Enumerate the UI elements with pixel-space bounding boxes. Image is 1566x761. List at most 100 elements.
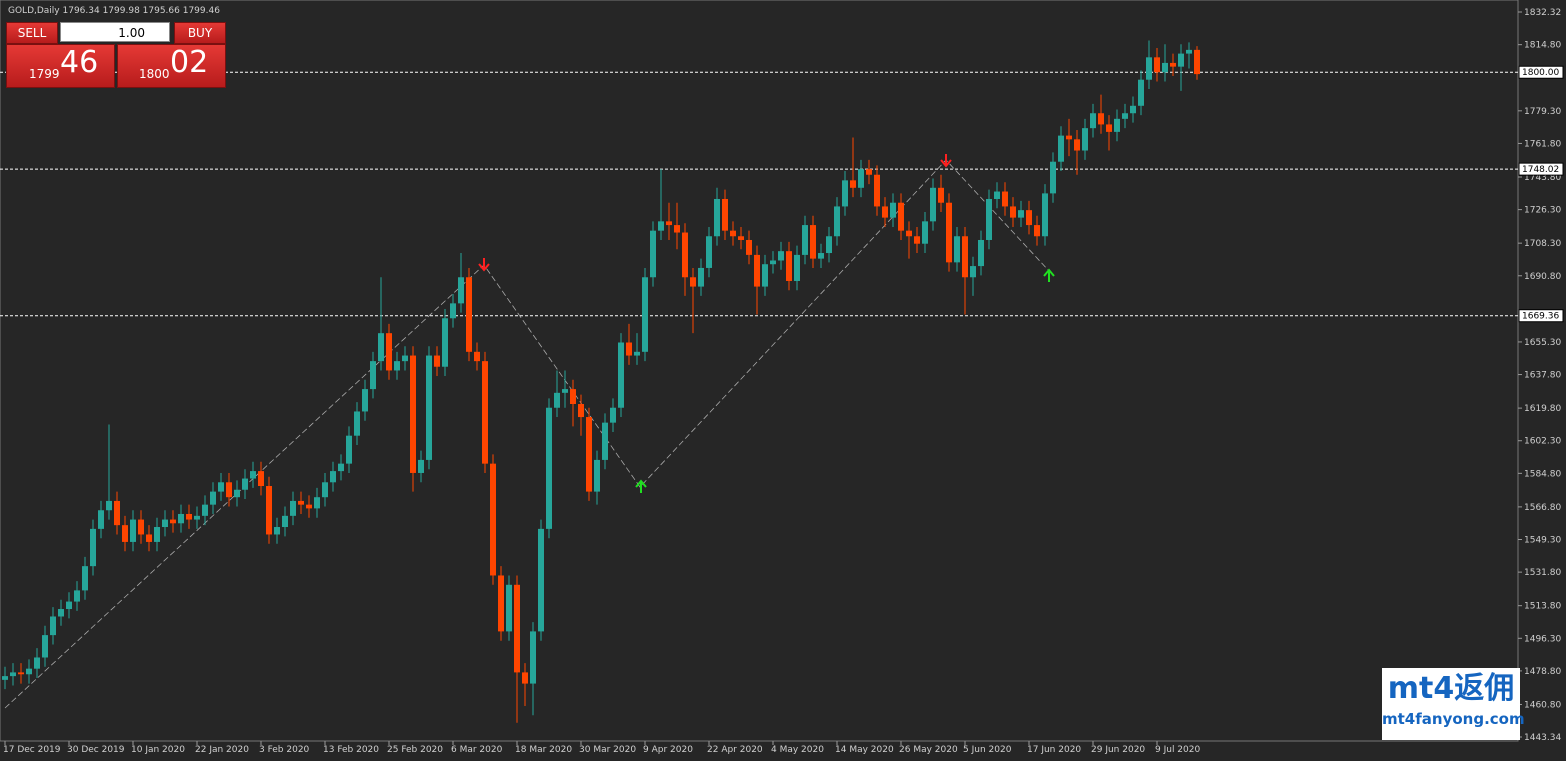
x-tick-label: 22 Apr 2020 [707,745,763,755]
candle-body [2,676,8,680]
candle-body [250,471,256,479]
buy-button[interactable]: BUY [174,22,226,44]
candle-body [1066,135,1072,140]
candle-body [954,236,960,263]
buy-arrow [1043,268,1055,282]
candle-body [1002,191,1008,207]
candle-body [826,236,832,254]
candle-body [258,471,264,487]
x-tick-label: 17 Dec 2019 [3,745,61,755]
symbol-info: GOLD,Daily 1796.34 1799.98 1795.66 1799.… [8,6,220,16]
candle-body [514,584,520,673]
candle-body [210,491,216,505]
candle-body [546,407,552,529]
candle-body [18,672,24,675]
candle-body [914,236,920,244]
x-tick-label: 30 Dec 2019 [67,745,125,755]
candle-body [170,519,176,524]
candle-body [378,333,384,362]
buy-arrow [635,479,647,493]
candle-body [978,239,984,267]
candle-body [202,504,208,516]
y-tick-label: 1761.80 [1524,139,1561,149]
y-tick-label: 1637.80 [1524,371,1561,381]
sell-price[interactable]: 1799 46 [6,44,115,88]
candle-body [666,221,672,226]
trade-panel: SELL 1.00 BUY 1799 46 1800 02 [6,22,226,88]
y-tick-label: 1743.80 [1524,173,1561,183]
candle-body [506,584,512,632]
candle-body [554,392,560,408]
sell-big: 46 [60,45,99,80]
candle-body [274,527,280,535]
candle-body [930,187,936,222]
candle-body [130,519,136,542]
candle-body [242,478,248,490]
candle-body [730,230,736,237]
y-tick-label: 1814.80 [1524,41,1561,51]
candle-body [834,206,840,237]
y-tick-label: 1832.32 [1524,8,1561,18]
lot-input[interactable]: 1.00 [60,22,170,42]
y-tick-label: 1443.34 [1524,733,1561,743]
x-tick-label: 17 Jun 2020 [1027,745,1081,755]
candle-body [154,527,160,542]
candle-body [1162,62,1168,73]
candle-body [994,191,1000,199]
candle-body [370,361,376,390]
candle-body [562,389,568,393]
candle-body [1178,53,1184,67]
candle-body [1010,206,1016,218]
candle-body [938,187,944,203]
candle-body [850,180,856,188]
candle-body [82,566,88,591]
candle-body [362,389,368,412]
candle-body [690,277,696,287]
candle-body [1042,193,1048,237]
candle-body [442,318,448,367]
candle-body [418,459,424,473]
candle-body [530,631,536,684]
candle-body [402,355,408,362]
candle-body [770,260,776,265]
candle-body [738,236,744,240]
candle-body [474,351,480,362]
candle-body [10,672,16,677]
candle-body [762,264,768,287]
x-tick-label: 14 May 2020 [835,745,894,755]
candle-body [1186,49,1192,54]
candle-body [386,333,392,371]
y-tick-label: 1602.30 [1524,437,1561,447]
candle-body [42,635,48,658]
plot-frame [0,0,1519,742]
y-tick-label: 1496.30 [1524,634,1561,644]
candle-body [66,601,72,610]
candle-body [866,169,872,175]
candle-body [1138,79,1144,106]
x-tick-label: 3 Feb 2020 [259,745,310,755]
candle-body [226,482,232,498]
x-tick-label: 22 Jan 2020 [195,745,249,755]
candle-body [1130,105,1136,114]
y-tick-label: 1460.80 [1524,700,1561,710]
candle-body [458,277,464,304]
sell-arrow [940,154,952,168]
buy-price[interactable]: 1800 02 [117,44,226,88]
y-tick-label: 1549.30 [1524,536,1561,546]
x-tick-label: 4 May 2020 [771,745,824,755]
candle-body [714,198,720,237]
candle-body [1170,62,1176,67]
candle-body [1058,135,1064,162]
x-tick-label: 9 Jul 2020 [1155,745,1200,755]
candle-body [394,361,400,371]
candle-body [634,351,640,356]
candle-body [1114,118,1120,132]
candle-body [962,236,968,278]
candle-body [482,361,488,464]
candle-body [1146,57,1152,80]
candle-body [1106,124,1112,132]
sell-arrow [478,258,490,272]
candle-body [314,497,320,509]
candle-body [578,404,584,418]
sell-button[interactable]: SELL [6,22,58,44]
